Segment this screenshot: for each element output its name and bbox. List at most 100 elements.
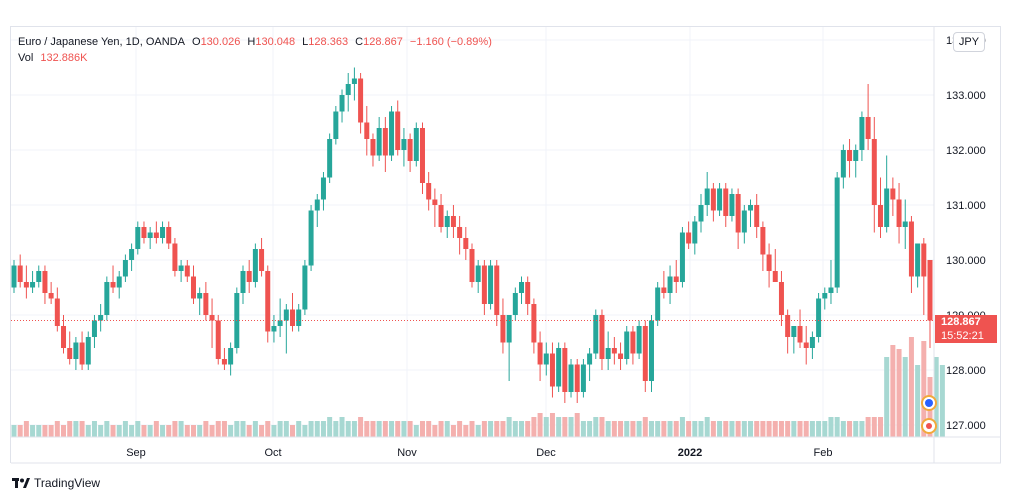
candle-body[interactable]	[129, 249, 135, 260]
candle-body[interactable]	[723, 188, 729, 217]
candle-body[interactable]	[382, 128, 388, 156]
candle-body[interactable]	[463, 238, 469, 249]
candle-body[interactable]	[91, 320, 97, 338]
candle-body[interactable]	[314, 199, 320, 211]
candle-body[interactable]	[655, 287, 661, 321]
candle-body[interactable]	[147, 232, 153, 239]
candle-body[interactable]	[667, 276, 673, 294]
candle-body[interactable]	[395, 111, 401, 151]
candle-body[interactable]	[648, 320, 654, 382]
candle-body[interactable]	[859, 117, 865, 150]
candle-body[interactable]	[618, 353, 624, 360]
candle-body[interactable]	[537, 342, 543, 365]
candle-body[interactable]	[166, 227, 172, 244]
candle-body[interactable]	[407, 139, 413, 161]
candle-body[interactable]	[692, 221, 698, 244]
candle-body[interactable]	[556, 348, 562, 387]
candle-body[interactable]	[389, 111, 395, 156]
candle-body[interactable]	[79, 342, 85, 365]
candle-body[interactable]	[351, 78, 357, 85]
candle-body[interactable]	[772, 271, 778, 282]
candle-body[interactable]	[853, 150, 859, 161]
candle-body[interactable]	[506, 315, 512, 343]
candle-body[interactable]	[240, 271, 246, 293]
candle-body[interactable]	[73, 342, 79, 360]
candle-body[interactable]	[605, 348, 611, 359]
candle-body[interactable]	[457, 227, 463, 238]
candle-body[interactable]	[630, 331, 636, 354]
candle-body[interactable]	[710, 188, 716, 211]
candle-body[interactable]	[184, 265, 190, 277]
candle-body[interactable]	[42, 271, 48, 293]
candle-body[interactable]	[531, 304, 537, 343]
candle-body[interactable]	[221, 359, 227, 365]
candle-body[interactable]	[877, 205, 883, 227]
candle-body[interactable]	[339, 95, 345, 112]
candle-body[interactable]	[611, 348, 617, 354]
candle-body[interactable]	[717, 188, 723, 211]
candle-body[interactable]	[549, 353, 555, 387]
candle-body[interactable]	[116, 276, 122, 288]
candle-body[interactable]	[729, 194, 735, 216]
candle-body[interactable]	[296, 309, 302, 327]
candle-body[interactable]	[791, 326, 797, 337]
candle-body[interactable]	[327, 139, 333, 178]
candle-body[interactable]	[432, 199, 438, 206]
candle-body[interactable]	[17, 265, 23, 283]
candle-body[interactable]	[624, 331, 630, 360]
candle-body[interactable]	[902, 221, 908, 228]
candle-body[interactable]	[153, 232, 159, 239]
candle-body[interactable]	[450, 216, 456, 227]
candle-body[interactable]	[673, 276, 679, 283]
candle-body[interactable]	[828, 287, 834, 294]
candle-body[interactable]	[277, 320, 283, 327]
candle-body[interactable]	[927, 260, 933, 321]
candle-body[interactable]	[921, 243, 927, 277]
candle-body[interactable]	[228, 348, 234, 365]
candle-body[interactable]	[444, 216, 450, 227]
candle-body[interactable]	[85, 337, 91, 365]
candle-body[interactable]	[308, 210, 314, 266]
candle-body[interactable]	[543, 353, 549, 365]
candle-body[interactable]	[840, 150, 846, 178]
candle-body[interactable]	[67, 348, 73, 359]
candle-body[interactable]	[54, 298, 60, 327]
candle-body[interactable]	[370, 139, 376, 156]
candle-body[interactable]	[908, 221, 914, 277]
candle-body[interactable]	[822, 293, 828, 299]
candle-body[interactable]	[735, 194, 741, 233]
candle-body[interactable]	[302, 265, 308, 310]
candle-body[interactable]	[271, 326, 277, 332]
candle-body[interactable]	[413, 128, 419, 161]
candle-body[interactable]	[599, 315, 605, 359]
candle-body[interactable]	[785, 315, 791, 337]
candle-body[interactable]	[741, 210, 747, 233]
candle-body[interactable]	[562, 348, 568, 392]
candle-body[interactable]	[574, 364, 580, 393]
candle-body[interactable]	[333, 111, 339, 140]
candle-body[interactable]	[172, 243, 178, 272]
candle-body[interactable]	[636, 326, 642, 354]
candle-body[interactable]	[809, 337, 815, 348]
candle-body[interactable]	[61, 326, 67, 348]
candle-body[interactable]	[475, 265, 481, 283]
candle-body[interactable]	[698, 205, 704, 222]
candle-body[interactable]	[512, 293, 518, 315]
candle-body[interactable]	[519, 282, 525, 293]
candle-body[interactable]	[679, 232, 685, 283]
candle-body[interactable]	[748, 205, 754, 211]
candle-body[interactable]	[419, 128, 425, 183]
candle-body[interactable]	[500, 315, 506, 343]
candle-body[interactable]	[704, 188, 710, 206]
candle-body[interactable]	[141, 227, 147, 238]
candle-body[interactable]	[23, 282, 29, 288]
candle-body[interactable]	[30, 282, 36, 288]
candle-body[interactable]	[178, 265, 184, 272]
candle-body[interactable]	[283, 309, 289, 321]
candle-body[interactable]	[160, 227, 166, 238]
candle-body[interactable]	[48, 293, 54, 299]
candle-body[interactable]	[215, 320, 221, 360]
candle-body[interactable]	[568, 364, 574, 393]
candle-body[interactable]	[754, 205, 760, 227]
candle-body[interactable]	[209, 315, 215, 321]
